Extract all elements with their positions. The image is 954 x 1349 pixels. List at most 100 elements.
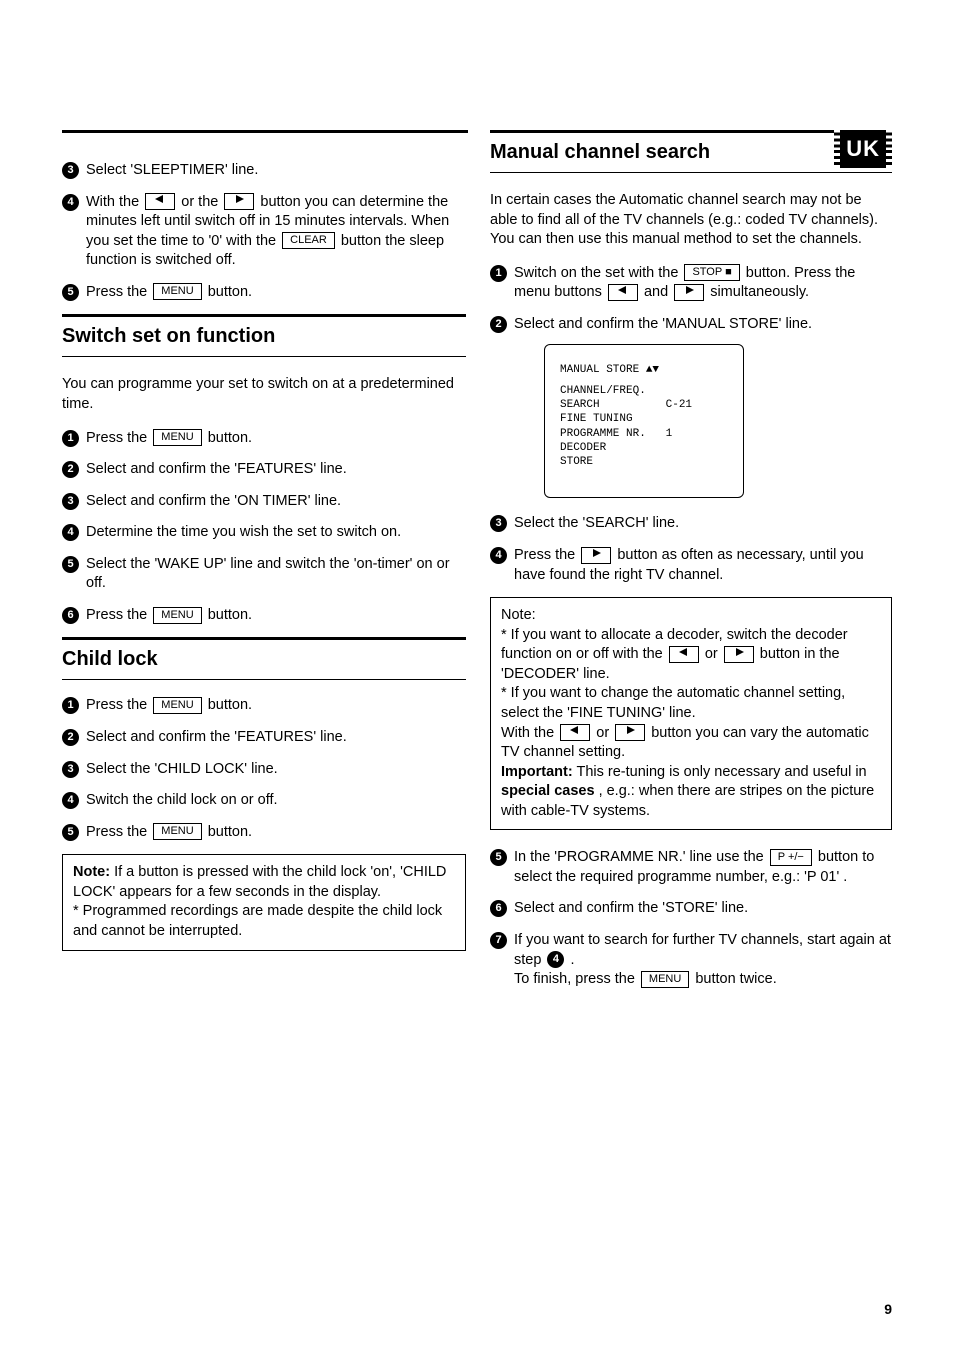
step-text: Press the	[514, 547, 579, 563]
step-number-4-icon: 4	[62, 524, 79, 541]
note-text: or	[596, 725, 613, 741]
step-text: Press the	[86, 430, 151, 446]
step-text: button twice.	[695, 971, 776, 987]
note-label: Note:	[501, 607, 536, 623]
step-number-4-icon: 4	[62, 194, 79, 211]
left-column: 3 Select 'SLEEPTIMER' line. 4 With the o…	[62, 130, 466, 1002]
manual-search-steps: 1 Switch on the set with the STOP ■ butt…	[490, 264, 892, 585]
step: 5 Press the MENU button.	[62, 283, 466, 303]
step-number-3-icon: 3	[62, 761, 79, 778]
manual-note: Note: * If you want to allocate a decode…	[490, 597, 892, 830]
manual-search-steps-cont: 5 In the 'PROGRAMME NR.' line use the P …	[490, 848, 892, 989]
right-arrow-button-icon	[581, 547, 611, 564]
lcd-title: MANUAL STORE ▲▼	[560, 363, 728, 377]
step: 7 If you want to search for further TV c…	[490, 931, 892, 990]
note-text: This re-tuning is only necessary and use…	[576, 764, 866, 780]
step-number-4-icon: 4	[62, 792, 79, 809]
right-column: Manual channel search In certain cases t…	[490, 130, 892, 1002]
step-text: With the	[86, 194, 143, 210]
note-text: or	[705, 646, 722, 662]
step-number-3-icon: 3	[62, 162, 79, 179]
stop-button-icon: STOP ■	[684, 264, 739, 281]
step: 3 Select 'SLEEPTIMER' line.	[62, 161, 466, 181]
step-number-6-icon: 6	[490, 900, 507, 917]
menu-button-icon: MENU	[153, 607, 201, 624]
step-text: Switch on the set with the	[514, 265, 682, 281]
menu-button-icon: MENU	[153, 283, 201, 300]
step-text: Select the 'SEARCH' line.	[514, 515, 679, 531]
step: 2 Select and confirm the 'MANUAL STORE' …	[490, 315, 892, 499]
right-arrow-button-icon	[724, 646, 754, 663]
step: 3 Select the 'CHILD LOCK' line.	[62, 760, 466, 780]
lcd-row: PROGRAMME NR. 1	[560, 427, 728, 441]
lcd-row: DECODER	[560, 441, 728, 455]
step-text: Press the	[86, 284, 151, 300]
child-lock-note: Note: If a button is pressed with the ch…	[62, 854, 466, 950]
important-label: Important:	[501, 764, 573, 780]
step-text: or the	[181, 194, 222, 210]
step-number-7-icon: 7	[490, 932, 507, 949]
step: 5 In the 'PROGRAMME NR.' line use the P …	[490, 848, 892, 887]
step: 4 Switch the child lock on or off.	[62, 791, 466, 811]
step-ref-4-icon: 4	[547, 951, 564, 968]
step-text: In the 'PROGRAMME NR.' line use the	[514, 849, 768, 865]
menu-button-icon: MENU	[641, 971, 689, 988]
p-plus-minus-button-icon: P +/−	[770, 849, 812, 866]
step-number-5-icon: 5	[62, 824, 79, 841]
menu-button-icon: MENU	[153, 823, 201, 840]
step: 5 Press the MENU button.	[62, 823, 466, 843]
lcd-row: FINE TUNING	[560, 412, 728, 426]
child-lock-steps: 1 Press the MENU button. 2 Select and co…	[62, 696, 466, 842]
step-text: Select and confirm the 'FEATURES' line.	[86, 729, 347, 745]
step-text: simultaneously.	[710, 284, 809, 300]
step-text: .	[570, 952, 574, 968]
step-text: and	[644, 284, 672, 300]
step-number-5-icon: 5	[62, 556, 79, 573]
step-number-6-icon: 6	[62, 607, 79, 624]
lcd-row: CHANNEL/FREQ.	[560, 384, 728, 398]
left-arrow-button-icon	[669, 646, 699, 663]
step-text: Select and confirm the 'ON TIMER' line.	[86, 493, 341, 509]
page-number: 9	[884, 1300, 892, 1319]
step-text: Select the 'WAKE UP' line and switch the…	[86, 556, 450, 592]
step-number-4-icon: 4	[490, 547, 507, 564]
step: 4 With the or the button you can determi…	[62, 193, 466, 271]
manual-search-intro: In certain cases the Automatic channel s…	[490, 191, 892, 250]
step: 5 Select the 'WAKE UP' line and switch t…	[62, 555, 466, 594]
switch-on-intro: You can programme your set to switch on …	[62, 375, 466, 414]
step-text: Determine the time you wish the set to s…	[86, 524, 401, 540]
step-text: button.	[208, 430, 252, 446]
step-number-3-icon: 3	[62, 493, 79, 510]
sleeptimer-steps: 3 Select 'SLEEPTIMER' line. 4 With the o…	[62, 161, 466, 302]
menu-button-icon: MENU	[153, 697, 201, 714]
step: 1 Press the MENU button.	[62, 429, 466, 449]
important-bold: special cases	[501, 783, 595, 799]
step-number-3-icon: 3	[490, 515, 507, 532]
right-arrow-button-icon	[615, 724, 645, 741]
region-tag: UK	[834, 130, 892, 168]
lcd-row: STORE	[560, 455, 728, 469]
switch-on-steps: 1 Press the MENU button. 2 Select and co…	[62, 429, 466, 626]
step-text: button.	[208, 284, 252, 300]
step-text: Select and confirm the 'MANUAL STORE' li…	[514, 316, 812, 332]
note-text: If a button is pressed with the child lo…	[73, 864, 450, 939]
step: 2 Select and confirm the 'FEATURES' line…	[62, 728, 466, 748]
step-text: Select 'SLEEPTIMER' line.	[86, 162, 258, 178]
manual-search-title: Manual channel search	[490, 130, 892, 173]
step-number-2-icon: 2	[62, 729, 79, 746]
step-number-1-icon: 1	[62, 697, 79, 714]
step-text: button.	[208, 697, 252, 713]
left-arrow-button-icon	[608, 284, 638, 301]
step-number-5-icon: 5	[490, 849, 507, 866]
note-text: * If you want to change the automatic ch…	[501, 685, 845, 721]
step: 6 Select and confirm the 'STORE' line.	[490, 899, 892, 919]
step-number-2-icon: 2	[62, 461, 79, 478]
step-text: Select and confirm the 'STORE' line.	[514, 900, 748, 916]
step: 4 Determine the time you wish the set to…	[62, 523, 466, 543]
step-text: Switch the child lock on or off.	[86, 792, 278, 808]
step-text: Press the	[86, 697, 151, 713]
step-text: Press the	[86, 607, 151, 623]
switch-on-title: Switch set on function	[62, 314, 466, 357]
left-arrow-button-icon	[560, 724, 590, 741]
menu-button-icon: MENU	[153, 429, 201, 446]
